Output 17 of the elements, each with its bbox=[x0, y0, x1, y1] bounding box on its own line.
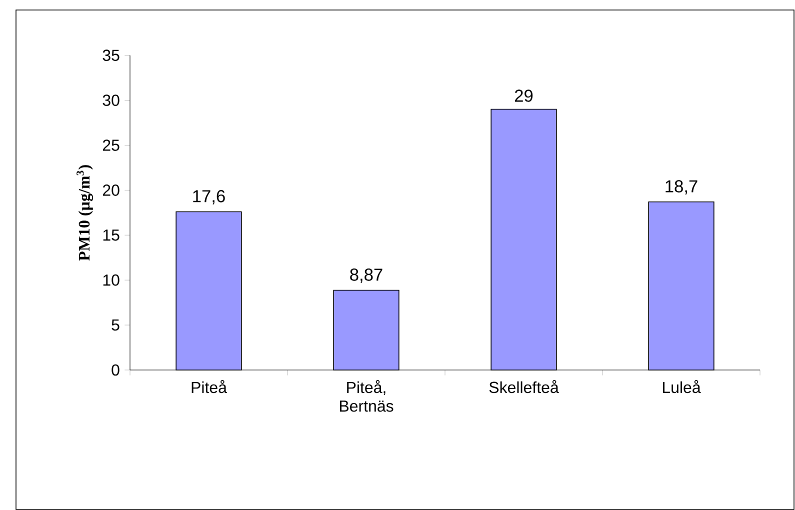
y-tick-label: 10 bbox=[103, 274, 120, 286]
data-label: 8,87 bbox=[350, 268, 382, 283]
y-tick-label: 0 bbox=[112, 364, 120, 376]
data-label: 17,6 bbox=[193, 190, 225, 204]
x-tick-label: Luleå bbox=[663, 380, 701, 394]
x-tick-label: Piteå bbox=[192, 380, 227, 394]
data-label: 18,7 bbox=[666, 180, 698, 194]
y-tick-label: 5 bbox=[112, 319, 120, 331]
y-tick-label: 25 bbox=[102, 140, 120, 151]
y-tick-label: 15 bbox=[103, 230, 120, 241]
x-tick-label: Skellefteå bbox=[489, 380, 559, 394]
y-tick-label: 30 bbox=[102, 94, 120, 106]
y-tick-label: 35 bbox=[102, 50, 120, 61]
y-axis-title: PM10 (µg/m$^{3}$) bbox=[76, 165, 94, 261]
y-tick-label: 20 bbox=[102, 184, 120, 196]
x-tick-label: Piteå, Bertnäs bbox=[340, 380, 394, 412]
data-label: 29 bbox=[514, 90, 533, 102]
